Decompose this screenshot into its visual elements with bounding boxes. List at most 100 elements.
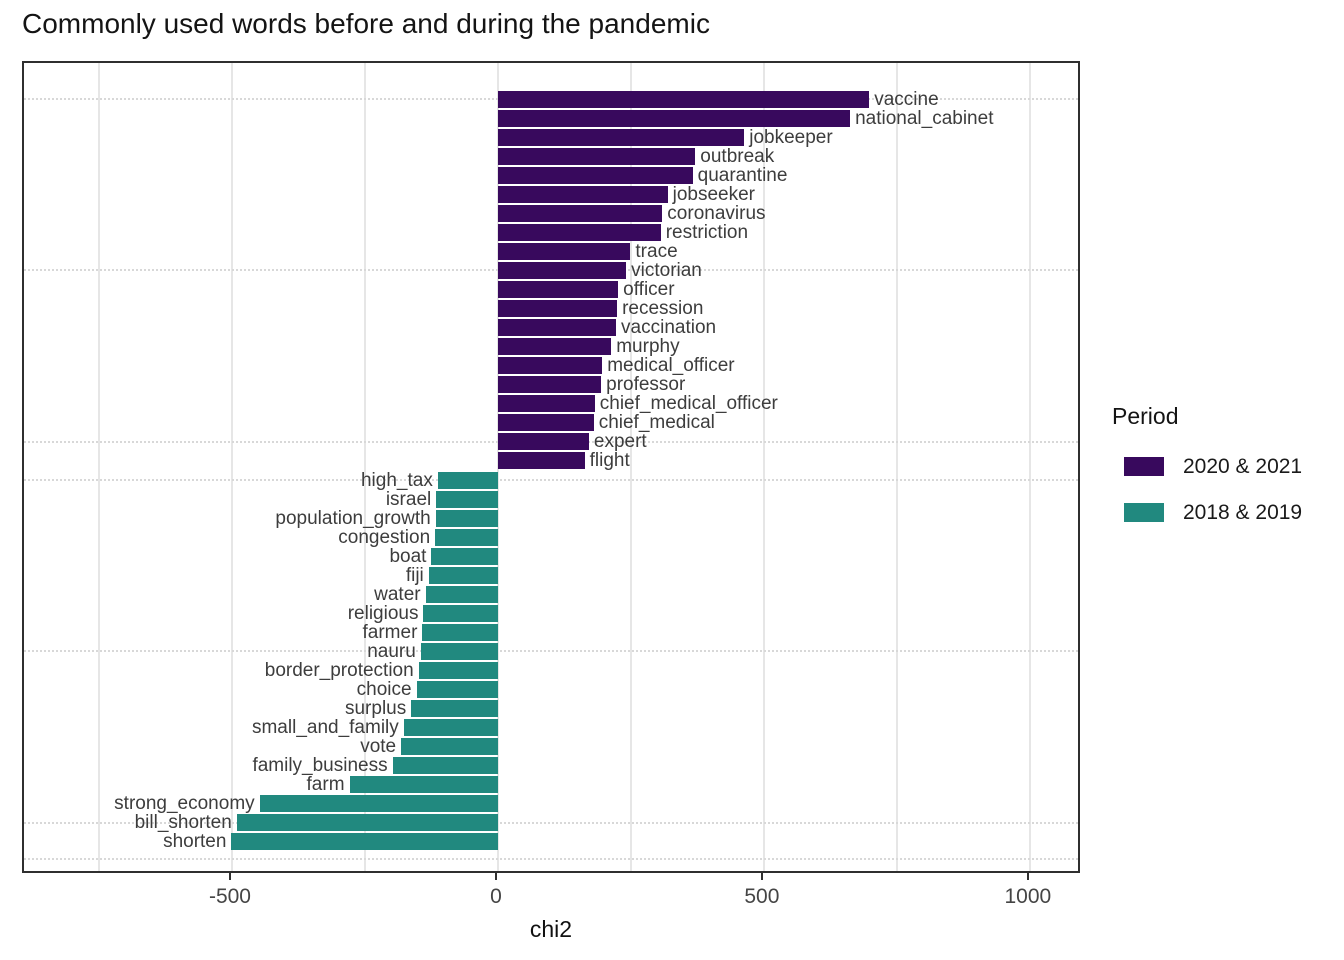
legend-label-2018-2019: 2018 & 2019 [1183, 501, 1303, 524]
gridline-x-750 [895, 63, 898, 871]
bar-label-border_protection: border_protection [264, 660, 414, 681]
bar-label-choice: choice [356, 679, 412, 701]
bar-label-outbreak: outbreak [700, 145, 775, 167]
bar-label-nauru: nauru [367, 640, 416, 662]
bar-trace [497, 242, 631, 260]
gridline-y-dotted [24, 650, 1078, 653]
bar-label-strong_economy: strong_economy [114, 793, 255, 815]
x-tick-mark--500 [228, 873, 231, 880]
bar-label-professor: professor [606, 374, 686, 396]
bar-label-fiji: fiji [405, 564, 424, 586]
bar-label-medical_officer: medical_officer [607, 355, 735, 377]
x-axis-title: chi2 [529, 916, 573, 942]
gridline-x--750 [98, 63, 100, 871]
bar-farmer [422, 623, 498, 641]
bar-label-victorian: victorian [631, 259, 702, 281]
bar-label-shorten: shorten [163, 831, 227, 853]
bar-recession [497, 300, 618, 318]
bar-farm [349, 776, 498, 794]
bar-chief_medical [497, 414, 594, 432]
x-tick-mark-500 [760, 873, 763, 880]
x-tick-label-0: 0 [490, 885, 502, 908]
bar-label-congestion: congestion [338, 526, 431, 548]
gridline-y-dotted [24, 858, 1078, 861]
chart-title: Commonly used words before and during th… [22, 8, 710, 39]
bar-nauru [420, 642, 498, 660]
gridline-x-1000 [1028, 63, 1031, 871]
plot-panel: vaccine national_cabinet jobkeeper outbreak… [22, 61, 1080, 873]
bar-jobkeeper [497, 128, 745, 146]
bar-label-national_cabinet: national_cabinet [855, 107, 994, 129]
legend-swatch-2020-2021 [1124, 457, 1164, 476]
gridline-y-dotted [24, 821, 1078, 824]
bar-label-quarantine: quarantine [697, 164, 788, 186]
bar-label-chief_medical: chief_medical [598, 412, 715, 434]
bar-label-chief_medical_officer: chief_medical_officer [599, 393, 778, 415]
bar-label-small_and_family: small_and_family [251, 717, 399, 739]
bar-officer [497, 281, 619, 298]
bar-surplus [411, 700, 498, 718]
bar-congestion [435, 528, 498, 546]
bar-label-murphy: murphy [616, 336, 680, 358]
gridline-x--250 [363, 63, 366, 871]
bar-population_growth [435, 509, 498, 527]
bar-strong_economy [259, 795, 498, 813]
bar-choice [416, 681, 498, 699]
bar-label-population_growth: population_growth [275, 507, 431, 529]
bar-religious [423, 604, 498, 622]
bar-high_tax [437, 471, 498, 489]
x-tick-label-1000: 1000 [1004, 885, 1052, 908]
bar-label-farm: farm [306, 774, 345, 796]
bar-national_cabinet [497, 109, 851, 127]
bar-label-farmer: farmer [362, 621, 418, 643]
bar-label-expert: expert [593, 431, 647, 453]
bar-border_protection [418, 662, 498, 679]
bar-vaccination [497, 319, 617, 337]
bar-label-boat: boat [389, 545, 427, 567]
bar-fiji [428, 566, 498, 584]
bar-label-family_business: family_business [252, 755, 388, 777]
bar-bill_shorten [236, 814, 498, 832]
bar-label-surplus: surplus [344, 698, 407, 720]
gridline-y-dotted [24, 479, 1078, 481]
bar-quarantine [497, 166, 693, 184]
bar-label-flight: flight [589, 450, 630, 472]
gridline-x-500 [762, 63, 765, 871]
bar-label-trace: trace [635, 240, 678, 262]
x-tick-mark-1000 [1026, 873, 1029, 880]
bar-vaccine [497, 90, 870, 108]
bar-vote [401, 738, 498, 756]
x-tick-label-500: 500 [744, 885, 780, 908]
bar-restriction [497, 223, 661, 241]
bar-outbreak [497, 147, 696, 165]
bar-expert [497, 433, 589, 451]
bar-label-vaccine: vaccine [874, 88, 939, 110]
legend-label-2020-2021: 2020 & 2021 [1183, 455, 1303, 478]
bar-flight [497, 452, 585, 470]
bar-jobseeker [497, 185, 668, 203]
bar-label-high_tax: high_tax [360, 469, 433, 491]
gridline-x-250 [629, 63, 632, 871]
legend-title: Period [1112, 403, 1179, 429]
bar-medical_officer [497, 357, 603, 375]
bar-boat [431, 547, 498, 565]
bar-label-water: water [374, 583, 421, 605]
bar-label-officer: officer [623, 279, 675, 300]
bar-label-jobseeker: jobseeker [672, 183, 756, 205]
x-tick-label--500: -500 [208, 885, 251, 908]
bar-water [425, 585, 498, 603]
bar-label-vaccination: vaccination [621, 317, 717, 339]
bar-label-coronavirus: coronavirus [667, 202, 766, 224]
bar-label-restriction: restriction [665, 221, 749, 243]
bar-victorian [497, 261, 627, 279]
bar-label-jobkeeper: jobkeeper [749, 126, 833, 148]
bar-shorten [231, 833, 498, 851]
bar-label-recession: recession [622, 298, 704, 320]
bar-chief_medical_officer [497, 395, 595, 413]
bar-murphy [497, 338, 612, 356]
x-tick-mark-0 [494, 873, 497, 880]
bar-label-vote: vote [360, 736, 397, 758]
bar-israel [436, 490, 498, 508]
bar-professor [497, 376, 602, 394]
bar-family_business [392, 757, 498, 775]
